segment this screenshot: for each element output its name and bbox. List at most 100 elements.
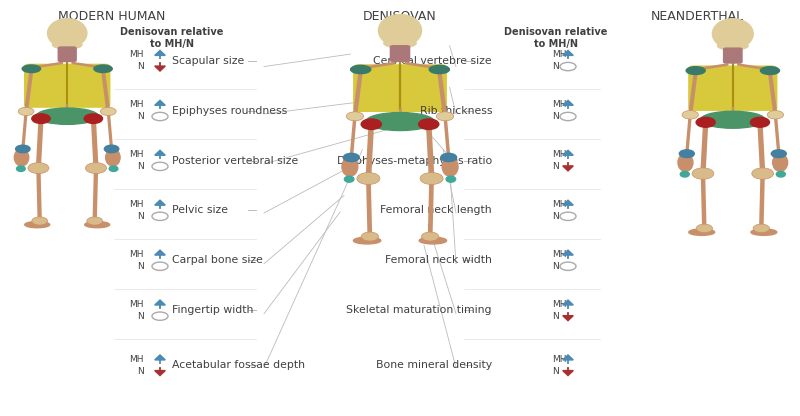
Ellipse shape (446, 176, 456, 182)
Text: MH: MH (552, 250, 566, 259)
Ellipse shape (761, 67, 779, 74)
Circle shape (361, 119, 382, 129)
Circle shape (753, 224, 770, 233)
Polygon shape (562, 150, 574, 155)
Text: N: N (552, 312, 558, 321)
Text: MH: MH (130, 200, 144, 209)
Polygon shape (154, 355, 166, 360)
Ellipse shape (17, 166, 25, 171)
Text: MH: MH (552, 355, 566, 364)
Polygon shape (562, 166, 574, 171)
Circle shape (682, 111, 698, 119)
Text: Carpal bone size: Carpal bone size (172, 255, 263, 265)
Polygon shape (154, 200, 166, 205)
Text: N: N (552, 112, 558, 121)
Circle shape (87, 217, 102, 225)
Circle shape (437, 112, 454, 121)
Ellipse shape (22, 65, 41, 72)
Text: N: N (552, 162, 558, 171)
Text: MH: MH (130, 50, 144, 59)
Text: Bone mineral density: Bone mineral density (376, 360, 492, 370)
Circle shape (750, 117, 770, 127)
Circle shape (752, 168, 774, 179)
Polygon shape (562, 50, 574, 55)
Ellipse shape (430, 65, 450, 74)
Circle shape (767, 111, 783, 119)
Text: Cervical vertebre size: Cervical vertebre size (374, 56, 492, 66)
Ellipse shape (689, 229, 714, 235)
Text: MH: MH (552, 50, 566, 59)
Circle shape (32, 217, 47, 225)
Text: MH: MH (130, 250, 144, 259)
Ellipse shape (773, 154, 788, 171)
Text: N: N (138, 262, 144, 271)
Ellipse shape (713, 19, 754, 49)
Circle shape (696, 117, 715, 127)
Polygon shape (154, 150, 166, 155)
Text: Skeletal maturation timing: Skeletal maturation timing (346, 305, 492, 315)
FancyBboxPatch shape (390, 46, 410, 62)
Circle shape (420, 173, 443, 185)
Text: Posterior vertebral size: Posterior vertebral size (172, 156, 298, 166)
Circle shape (101, 107, 116, 116)
Circle shape (343, 154, 359, 161)
Text: N: N (552, 212, 558, 221)
Text: Fingertip width: Fingertip width (172, 305, 254, 315)
FancyBboxPatch shape (724, 48, 742, 63)
Polygon shape (562, 371, 574, 376)
Text: Diaphyses-metaphyses ratio: Diaphyses-metaphyses ratio (337, 156, 492, 166)
Circle shape (32, 114, 50, 124)
Ellipse shape (442, 158, 458, 176)
Ellipse shape (751, 229, 777, 235)
Ellipse shape (47, 19, 87, 48)
Polygon shape (154, 371, 166, 376)
Polygon shape (154, 50, 166, 55)
Polygon shape (154, 100, 166, 105)
Text: N: N (138, 112, 144, 121)
Text: Denisovan relative
to MH/N: Denisovan relative to MH/N (120, 27, 224, 49)
Ellipse shape (344, 176, 354, 182)
Text: MH: MH (130, 300, 144, 309)
Text: N: N (138, 366, 144, 376)
Polygon shape (154, 66, 166, 71)
FancyBboxPatch shape (354, 65, 446, 111)
Ellipse shape (106, 149, 120, 166)
Text: Femoral neck width: Femoral neck width (385, 255, 492, 265)
Text: N: N (552, 62, 558, 71)
Polygon shape (154, 300, 166, 305)
Ellipse shape (342, 158, 358, 176)
Circle shape (357, 173, 380, 185)
Ellipse shape (776, 171, 786, 177)
Text: MH: MH (130, 150, 144, 159)
Circle shape (692, 168, 714, 179)
Circle shape (441, 154, 457, 161)
Ellipse shape (350, 65, 370, 74)
Circle shape (16, 145, 30, 153)
Ellipse shape (680, 171, 690, 177)
Ellipse shape (678, 154, 693, 171)
Circle shape (86, 163, 106, 173)
Text: Epiphyses roundness: Epiphyses roundness (172, 106, 287, 116)
Circle shape (771, 150, 786, 158)
Circle shape (422, 232, 439, 241)
Circle shape (679, 150, 694, 158)
Circle shape (28, 163, 49, 173)
Circle shape (84, 114, 102, 124)
Text: MH: MH (552, 100, 566, 109)
Text: MODERN HUMAN: MODERN HUMAN (58, 10, 165, 23)
Ellipse shape (53, 41, 82, 49)
Polygon shape (562, 300, 574, 305)
Ellipse shape (378, 15, 422, 46)
Circle shape (696, 224, 713, 233)
Circle shape (18, 107, 34, 116)
Ellipse shape (686, 67, 705, 74)
Ellipse shape (384, 39, 416, 48)
Text: Rib thickness: Rib thickness (419, 106, 492, 116)
Text: N: N (138, 62, 144, 71)
Text: N: N (552, 262, 558, 271)
Text: N: N (552, 366, 558, 376)
Text: MH: MH (552, 200, 566, 209)
FancyBboxPatch shape (58, 47, 76, 62)
Text: DENISOVAN: DENISOVAN (363, 10, 437, 23)
Ellipse shape (94, 65, 112, 72)
